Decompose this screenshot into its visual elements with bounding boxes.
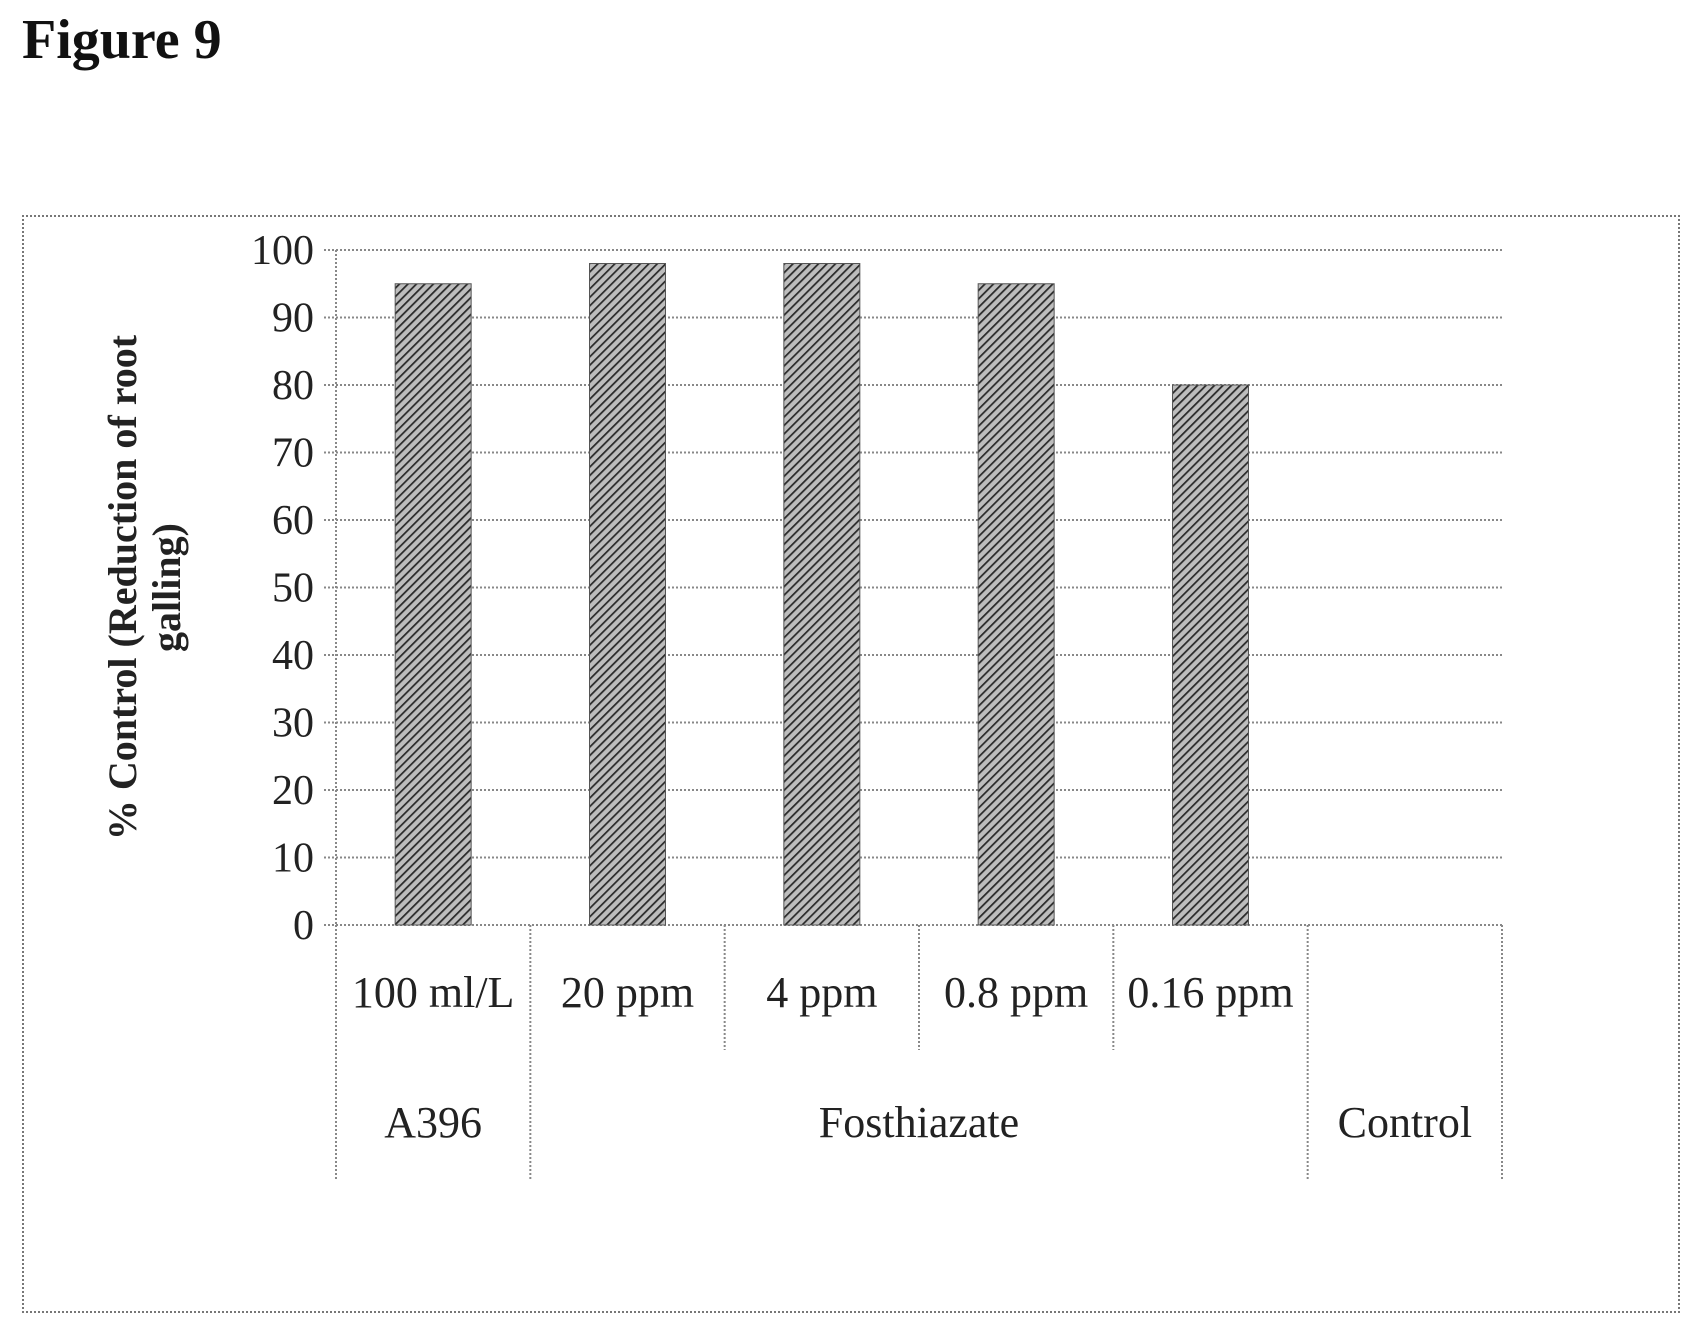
y-tick-label: 80: [272, 363, 314, 409]
y-tick-label: 60: [272, 498, 314, 544]
y-axis-label-line: galling): [144, 523, 189, 652]
y-axis-label: % Control (Reduction of root galling): [100, 334, 189, 840]
y-tick-label: 40: [272, 633, 314, 679]
y-tick-label: 100: [251, 228, 314, 274]
bar: [1172, 384, 1249, 926]
group-label: A396: [384, 1098, 482, 1147]
bar: [589, 263, 666, 926]
y-tick-label: 10: [272, 836, 314, 882]
y-tick-label: 90: [272, 296, 314, 342]
bar: [783, 263, 861, 926]
category-label: 0.16 ppm: [1127, 968, 1293, 1017]
bar: [394, 283, 472, 926]
category-label: 4 ppm: [766, 968, 877, 1017]
y-tick-label: 70: [272, 431, 314, 477]
y-tick-label: 30: [272, 701, 314, 747]
group-label: Control: [1338, 1098, 1472, 1147]
bar-chart: 0 10 20 30 40 50 60 70 80 90 100 100 ml/L 20 ppm 4 p…: [100, 228, 1503, 1180]
group-label: Fosthiazate: [819, 1098, 1019, 1147]
chart-frame: 0 10 20 30 40 50 60 70 80 90 100 100 ml/L 20 ppm 4 p…: [22, 215, 1680, 1313]
category-label: 0.8 ppm: [944, 968, 1088, 1017]
figure-title: Figure 9: [22, 9, 222, 71]
y-tick-label: 20: [272, 768, 314, 814]
category-label: 100 ml/L: [352, 968, 515, 1017]
y-tick-label: 0: [293, 903, 314, 949]
bar: [977, 283, 1055, 926]
y-axis-label-line: % Control (Reduction of root: [100, 334, 145, 840]
category-label: 20 ppm: [561, 968, 694, 1017]
y-tick-label: 50: [272, 566, 314, 612]
